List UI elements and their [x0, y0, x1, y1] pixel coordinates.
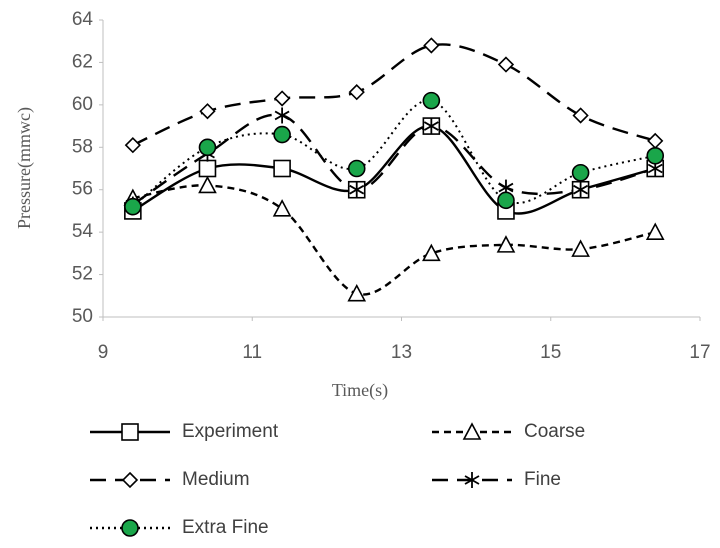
marker	[422, 243, 441, 262]
marker	[573, 181, 589, 198]
legend-label: Medium	[182, 469, 250, 490]
series-line	[132, 113, 656, 206]
marker	[571, 163, 590, 182]
x-tick-label: 9	[98, 342, 109, 363]
marker	[647, 132, 664, 150]
legend-item: Fine	[432, 469, 561, 490]
marker	[124, 137, 141, 154]
marker	[572, 107, 589, 124]
marker	[646, 146, 665, 165]
marker	[124, 197, 142, 216]
y-axis-title: Pressure(mmwc)	[14, 107, 35, 229]
marker	[645, 222, 665, 240]
y-tick-label: 52	[72, 264, 93, 285]
legend-item: Experiment	[90, 421, 279, 442]
series-line	[132, 184, 656, 296]
legend-item: Extra Fine	[90, 517, 269, 538]
marker	[199, 103, 216, 120]
marker	[198, 159, 217, 178]
marker	[347, 159, 366, 178]
marker	[464, 472, 480, 488]
marker	[274, 107, 290, 124]
marker	[272, 199, 292, 217]
x-tick-label: 11	[242, 342, 262, 363]
x-axis-title: Time(s)	[332, 380, 388, 401]
marker	[571, 239, 590, 257]
marker	[198, 138, 217, 157]
y-tick-label: 64	[72, 9, 94, 30]
series-line	[132, 124, 656, 215]
marker	[121, 423, 139, 441]
legend-item: Coarse	[432, 421, 585, 442]
marker	[422, 91, 441, 110]
legend-item: Medium	[90, 469, 250, 490]
marker	[423, 118, 439, 135]
legend-label: Extra Fine	[182, 517, 269, 538]
marker	[121, 519, 139, 537]
marker	[198, 175, 217, 194]
marker	[273, 90, 291, 107]
series-line	[132, 43, 656, 147]
y-tick-label: 60	[72, 94, 93, 115]
marker	[496, 235, 516, 253]
marker	[349, 181, 365, 198]
x-tick-label: 13	[391, 342, 412, 363]
marker	[348, 83, 365, 101]
y-tick-label: 50	[72, 306, 93, 327]
marker	[273, 159, 291, 178]
marker	[273, 125, 291, 144]
x-tick-label: 17	[689, 342, 710, 363]
legend-label: Fine	[524, 469, 561, 490]
marker	[497, 56, 515, 73]
y-tick-label: 58	[72, 136, 93, 157]
legend-label: Experiment	[182, 421, 279, 442]
legend-label: Coarse	[524, 421, 585, 442]
marker	[497, 191, 515, 210]
y-tick-label: 62	[72, 51, 93, 72]
x-tick-label: 15	[540, 342, 561, 363]
y-tick-label: 54	[72, 221, 94, 242]
marker	[462, 422, 482, 440]
marker	[423, 37, 440, 54]
y-tick-label: 56	[72, 179, 93, 200]
marker	[347, 283, 367, 302]
marker	[121, 471, 139, 489]
